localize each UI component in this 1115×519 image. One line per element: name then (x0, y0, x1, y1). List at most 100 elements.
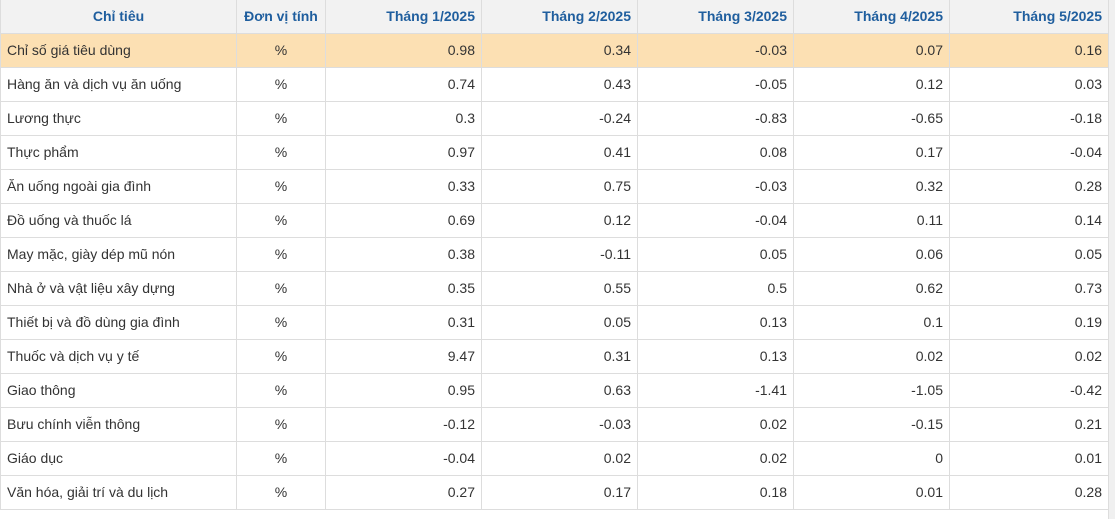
month-5-value: 0.14 (949, 202, 1109, 238)
month-3-value: 0.5 (637, 270, 794, 306)
table-row: Chỉ số giá tiêu dùng% 0.98 0.34 -0.03 0.07 0.… (0, 32, 1109, 68)
indicator-name: Giáo dục (0, 440, 237, 476)
month-2-value: 0.12 (481, 202, 638, 238)
table-header: Chỉ tiêu Đơn vị tính Tháng 1/2025 Tháng … (0, 0, 1109, 34)
unit-cell: % (236, 270, 326, 306)
indicator-name: Giao thông (0, 372, 237, 408)
month-1-value: 0.33 (325, 168, 482, 204)
month-4-value: 0.17 (793, 134, 950, 170)
table-row: Văn hóa, giải trí và du lịch% 0.27 0.17 0.1… (0, 474, 1109, 510)
month-3-value: -0.03 (637, 32, 794, 68)
unit-cell: % (236, 32, 326, 68)
unit-cell: % (236, 134, 326, 170)
unit-cell: % (236, 202, 326, 238)
unit-cell: % (236, 338, 326, 374)
month-3-value: -0.83 (637, 100, 794, 136)
month-2-value: 0.17 (481, 474, 638, 510)
header-month-1: Tháng 1/2025 (325, 0, 482, 34)
table-row: Bưu chính viễn thông% -0.12 -0.03 0.02 -0.15… (0, 406, 1109, 442)
month-2-value: -0.03 (481, 406, 638, 442)
month-2-value: -0.11 (481, 236, 638, 272)
month-3-value: 0.08 (637, 134, 794, 170)
horizontal-scroll-edge[interactable] (1108, 0, 1115, 519)
month-5-value: 0.01 (949, 440, 1109, 476)
month-2-value: 0.43 (481, 66, 638, 102)
month-1-value: 0.27 (325, 474, 482, 510)
indicator-name: Ăn uống ngoài gia đình (0, 168, 237, 204)
indicator-name: Lương thực (0, 100, 237, 136)
indicator-name: Đồ uống và thuốc lá (0, 202, 237, 238)
table-row: Hàng ăn và dịch vụ ăn uống% 0.74 0.43 -0.05… (0, 66, 1109, 102)
indicator-name: Hàng ăn và dịch vụ ăn uống (0, 66, 237, 102)
month-1-value: 0.69 (325, 202, 482, 238)
month-4-value: 0.32 (793, 168, 950, 204)
month-3-value: -1.41 (637, 372, 794, 408)
month-1-value: 0.98 (325, 32, 482, 68)
month-5-value: 0.73 (949, 270, 1109, 306)
month-5-value: 0.28 (949, 168, 1109, 204)
month-4-value: 0 (793, 440, 950, 476)
month-4-value: 0.01 (793, 474, 950, 510)
month-1-value: 0.3 (325, 100, 482, 136)
month-2-value: 0.31 (481, 338, 638, 374)
month-2-value: 0.02 (481, 440, 638, 476)
unit-cell: % (236, 304, 326, 340)
month-4-value: 0.12 (793, 66, 950, 102)
table-row: Thiết bị và đồ dùng gia đình% 0.31 0.05 0.1… (0, 304, 1109, 340)
month-5-value: 0.05 (949, 236, 1109, 272)
month-3-value: -0.04 (637, 202, 794, 238)
month-4-value: 0.62 (793, 270, 950, 306)
table-row: May mặc, giày dép mũ nón% 0.38 -0.11 0.05 0.… (0, 236, 1109, 272)
month-1-value: 0.35 (325, 270, 482, 306)
unit-cell: % (236, 406, 326, 442)
table-row: Ăn uống ngoài gia đình% 0.33 0.75 -0.03 0.32… (0, 168, 1109, 204)
indicator-name: Bưu chính viễn thông (0, 406, 237, 442)
cpi-table: Chỉ tiêu Đơn vị tính Tháng 1/2025 Tháng … (0, 0, 1109, 510)
header-month-2: Tháng 2/2025 (481, 0, 638, 34)
indicator-name: Nhà ở và vật liệu xây dựng (0, 270, 237, 306)
month-1-value: 9.47 (325, 338, 482, 374)
month-4-value: -1.05 (793, 372, 950, 408)
month-4-value: 0.1 (793, 304, 950, 340)
month-2-value: 0.63 (481, 372, 638, 408)
month-5-value: 0.03 (949, 66, 1109, 102)
month-5-value: 0.16 (949, 32, 1109, 68)
table-row: Lương thực% 0.3 -0.24 -0.83 -0.65 -0.18 (0, 100, 1109, 136)
indicator-name: Chỉ số giá tiêu dùng (0, 32, 237, 68)
unit-cell: % (236, 236, 326, 272)
month-5-value: 0.02 (949, 338, 1109, 374)
indicator-name: May mặc, giày dép mũ nón (0, 236, 237, 272)
month-2-value: 0.05 (481, 304, 638, 340)
table-row: Thuốc và dịch vụ y tế% 9.47 0.31 0.13 0.02 0.… (0, 338, 1109, 374)
indicator-name: Văn hóa, giải trí và du lịch (0, 474, 237, 510)
month-3-value: 0.13 (637, 338, 794, 374)
month-1-value: -0.04 (325, 440, 482, 476)
month-3-value: 0.02 (637, 440, 794, 476)
month-3-value: 0.05 (637, 236, 794, 272)
header-unit: Đơn vị tính (236, 0, 326, 34)
month-4-value: 0.06 (793, 236, 950, 272)
month-5-value: -0.18 (949, 100, 1109, 136)
month-2-value: 0.55 (481, 270, 638, 306)
month-5-value: 0.19 (949, 304, 1109, 340)
table-row: Giao thông% 0.95 0.63 -1.41 -1.05 -0.42 (0, 372, 1109, 408)
month-1-value: 0.97 (325, 134, 482, 170)
month-1-value: 0.31 (325, 304, 482, 340)
month-2-value: -0.24 (481, 100, 638, 136)
month-3-value: -0.03 (637, 168, 794, 204)
indicator-name: Thiết bị và đồ dùng gia đình (0, 304, 237, 340)
header-month-5: Tháng 5/2025 (949, 0, 1109, 34)
header-indicator: Chỉ tiêu (0, 0, 237, 34)
month-4-value: 0.11 (793, 202, 950, 238)
month-4-value: -0.15 (793, 406, 950, 442)
table-row: Giáo dục% -0.04 0.02 0.02 0 0.01 (0, 440, 1109, 476)
month-3-value: 0.13 (637, 304, 794, 340)
month-5-value: 0.28 (949, 474, 1109, 510)
month-1-value: -0.12 (325, 406, 482, 442)
month-3-value: -0.05 (637, 66, 794, 102)
unit-cell: % (236, 100, 326, 136)
month-5-value: -0.42 (949, 372, 1109, 408)
header-month-3: Tháng 3/2025 (637, 0, 794, 34)
month-1-value: 0.74 (325, 66, 482, 102)
